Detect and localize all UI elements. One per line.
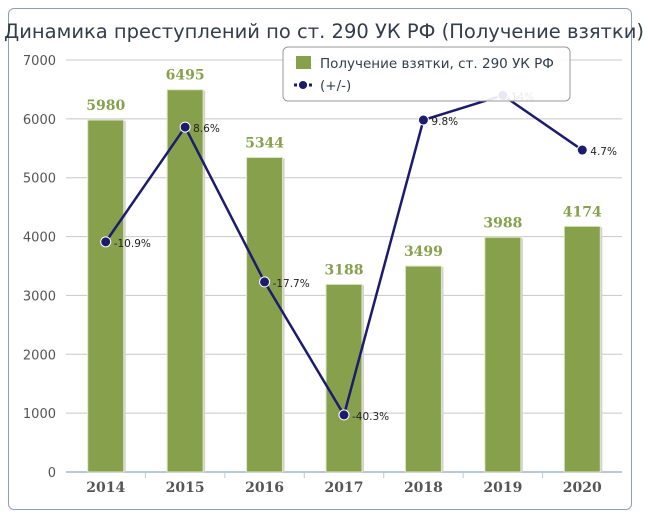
x-tick-label: 2014 <box>86 480 125 496</box>
y-tick-label: 6000 <box>23 113 56 128</box>
line-value-label: 9.8% <box>431 116 458 128</box>
line-value-label: 4.7% <box>590 146 617 158</box>
bar-value-label: 3188 <box>325 262 364 278</box>
bar-value-label: 6495 <box>166 68 205 84</box>
x-tick-label: 2020 <box>563 480 602 496</box>
bar <box>484 236 522 473</box>
legend-bar-label: Получение взятки, ст. 290 УК РФ <box>320 56 554 72</box>
bar-value-label: 3988 <box>483 215 522 231</box>
bar-value-label: 5980 <box>86 98 125 114</box>
y-tick-label: 4000 <box>23 231 56 246</box>
bar-value-label: 3499 <box>404 244 443 260</box>
y-tick-label: 3000 <box>23 289 56 304</box>
bar <box>404 265 442 473</box>
line-value-label: -40.3% <box>352 411 389 423</box>
line-value-label: -17.7% <box>273 278 310 290</box>
line-point <box>576 144 588 156</box>
bar <box>87 119 125 473</box>
y-tick-label: 7000 <box>23 54 56 69</box>
y-tick-label: 5000 <box>23 172 56 187</box>
x-tick-label: 2016 <box>245 480 284 496</box>
line-point <box>179 121 191 133</box>
line-value-label: -10.9% <box>114 238 151 250</box>
line-point <box>100 236 112 248</box>
x-tick-label: 2018 <box>404 480 443 496</box>
x-tick-label: 2019 <box>483 480 522 496</box>
y-tick-label: 1000 <box>23 407 56 422</box>
bar-value-label: 4174 <box>563 204 602 220</box>
bar-value-label: 5344 <box>245 135 284 151</box>
legend-line-marker <box>299 81 307 89</box>
bar <box>246 156 284 473</box>
chart-title: Динамика преступлений по ст. 290 УК РФ (… <box>4 20 644 43</box>
line-point <box>259 276 271 288</box>
line-value-label: 8.6% <box>193 123 220 135</box>
x-tick-label: 2015 <box>166 480 205 496</box>
x-tick-label: 2017 <box>325 480 364 496</box>
legend-line-label: (+/-) <box>320 78 351 94</box>
bar <box>325 283 363 473</box>
legend-bar-swatch <box>296 56 311 69</box>
chart-frame <box>8 8 632 510</box>
line-point <box>417 114 429 126</box>
y-tick-label: 0 <box>48 466 56 481</box>
line-point <box>338 409 350 421</box>
legend-box <box>282 46 571 102</box>
y-tick-label: 2000 <box>23 348 56 363</box>
bar <box>166 89 204 473</box>
bar <box>563 225 601 473</box>
